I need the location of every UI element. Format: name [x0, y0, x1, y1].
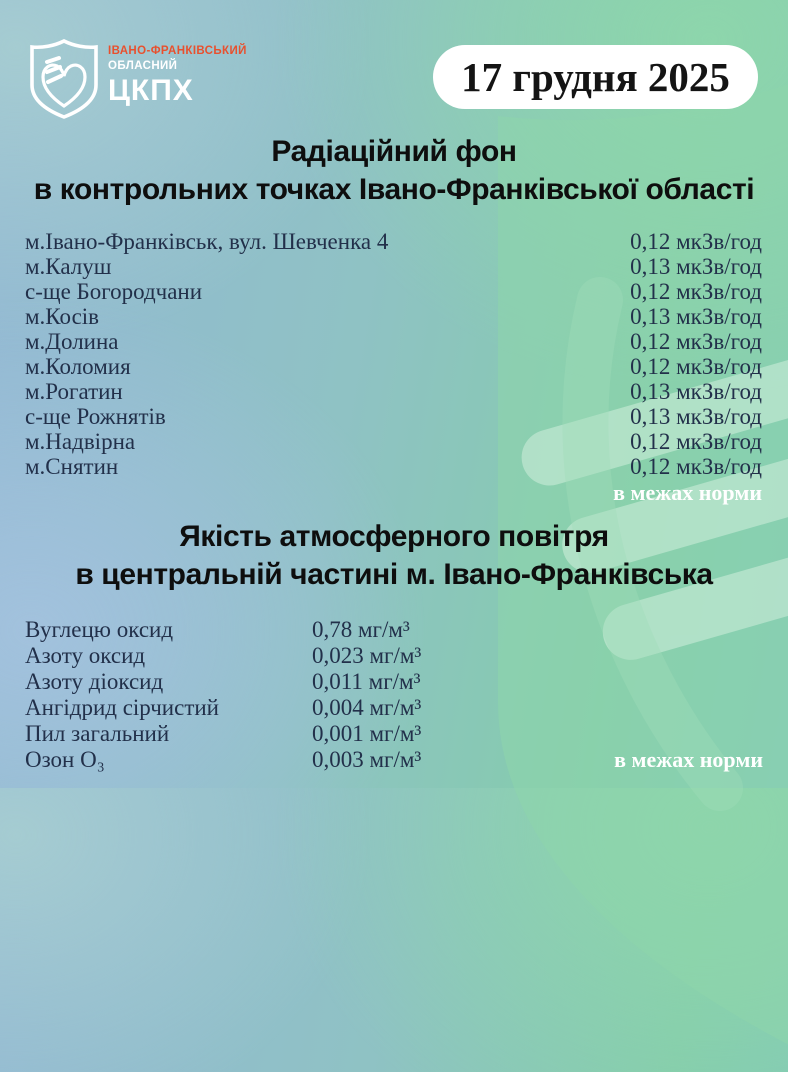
- air-value: 0,001 мг/м³: [312, 721, 422, 746]
- radiation-value: 0,12 мкЗв/год: [630, 279, 762, 304]
- air-quality-row: Азоту оксид 0,023 мг/м³: [25, 643, 525, 669]
- shield-heart-icon: [30, 38, 98, 119]
- air-value: 0,78 мг/м³: [312, 617, 410, 642]
- air-substance: Азоту діоксид: [25, 669, 164, 694]
- air-substance: Вуглецю оксид: [25, 617, 174, 642]
- radiation-location: м.Калуш: [25, 254, 112, 279]
- radiation-value: 0,12 мкЗв/год: [630, 229, 762, 254]
- air-value: 0,003 мг/м³: [312, 747, 422, 772]
- radiation-status: в межах норми: [613, 480, 762, 505]
- radiation-location: м.Коломия: [25, 354, 131, 379]
- org-logo: ІВАНО-ФРАНКІВСЬКИЙ ОБЛАСНИЙ ЦКПХ: [30, 38, 247, 120]
- radiation-row: м.Івано-Франківськ, вул. Шевченка 4 0,12 …: [25, 229, 762, 254]
- radiation-title-line2: в контрольних точках Івано-Франківської …: [33, 173, 755, 206]
- air-quality-row: Азоту діоксид 0,011 мг/м³: [25, 669, 525, 695]
- air-value: 0,023 мг/м³: [312, 643, 422, 668]
- radiation-location: с-ще Рожнятів: [25, 404, 166, 429]
- radiation-value: 0,12 мкЗв/год: [630, 329, 762, 354]
- air-value: 0,011 мг/м³: [312, 669, 421, 694]
- air-substance: Азоту оксид: [25, 643, 146, 668]
- logo-org-line1: ІВАНО-ФРАНКІВСЬКИЙ: [108, 45, 247, 57]
- air-quality-section-title: Якість атмосферного повітря в центральні…: [0, 518, 788, 594]
- radiation-value: 0,12 мкЗв/год: [630, 454, 762, 479]
- radiation-section-title: Радіаційний фон в контрольних точках Іва…: [0, 133, 788, 209]
- radiation-row: с-ще Рожнятів 0,13 мкЗв/год: [25, 404, 762, 429]
- radiation-location: м.Івано-Франківськ, вул. Шевченка 4: [25, 229, 389, 254]
- date-text: 17 грудня 2025: [461, 54, 730, 100]
- air-title-line2: в центральній частині м. Івано-Франківсь…: [75, 558, 713, 591]
- radiation-location: м.Надвірна: [25, 429, 136, 454]
- radiation-row: м.Коломия 0,12 мкЗв/год: [25, 354, 762, 379]
- radiation-location: м.Долина: [25, 329, 119, 354]
- logo-org-abbrev: ЦКПХ: [108, 74, 194, 107]
- radiation-table: м.Івано-Франківськ, вул. Шевченка 4 0,12 …: [25, 229, 762, 479]
- air-quality-row: Вуглецю оксид 0,78 мг/м³: [25, 617, 525, 643]
- radiation-value: 0,13 мкЗв/год: [630, 304, 762, 329]
- radiation-value: 0,13 мкЗв/год: [630, 254, 762, 279]
- air-substance: Ангідрид сірчистий: [25, 695, 219, 720]
- air-substance: Озон О₃: [25, 747, 105, 772]
- radiation-row: с-ще Богородчани 0,12 мкЗв/год: [25, 279, 762, 304]
- radiation-value: 0,12 мкЗв/год: [630, 429, 762, 454]
- radiation-row: м.Надвірна 0,12 мкЗв/год: [25, 429, 762, 454]
- radiation-row: м.Косів 0,13 мкЗв/год: [25, 304, 762, 329]
- air-quality-status: в межах норми: [614, 747, 763, 772]
- radiation-row: м.Калуш 0,13 мкЗв/год: [25, 254, 762, 279]
- radiation-value: 0,13 мкЗв/год: [630, 379, 762, 404]
- radiation-location: м.Рогатин: [25, 379, 123, 404]
- air-quality-row: Ангідрид сірчистий 0,004 мг/м³: [25, 695, 525, 721]
- radiation-location: м.Снятин: [25, 454, 119, 479]
- radiation-row: м.Рогатин 0,13 мкЗв/год: [25, 379, 762, 404]
- date-badge: 17 грудня 2025: [433, 45, 758, 109]
- radiation-location: с-ще Богородчани: [25, 279, 203, 304]
- air-quality-row: Озон О₃ 0,003 мг/м³: [25, 747, 525, 773]
- air-quality-table: Вуглецю оксид 0,78 мг/м³ Азоту оксид 0,023 …: [25, 617, 525, 773]
- air-substance: Пил загальний: [25, 721, 170, 746]
- logo-org-line2: ОБЛАСНИЙ: [108, 59, 178, 72]
- air-title-line1: Якість атмосферного повітря: [179, 520, 609, 553]
- radiation-location: м.Косів: [25, 304, 100, 329]
- radiation-title-line1: Радіаційний фон: [271, 135, 517, 168]
- air-quality-row: Пил загальний 0,001 мг/м³: [25, 721, 525, 747]
- radiation-row: м.Долина 0,12 мкЗв/год: [25, 329, 762, 354]
- air-value: 0,004 мг/м³: [312, 695, 422, 720]
- radiation-row: м.Снятин 0,12 мкЗв/год: [25, 454, 762, 479]
- radiation-value: 0,13 мкЗв/год: [630, 404, 762, 429]
- radiation-value: 0,12 мкЗв/год: [630, 354, 762, 379]
